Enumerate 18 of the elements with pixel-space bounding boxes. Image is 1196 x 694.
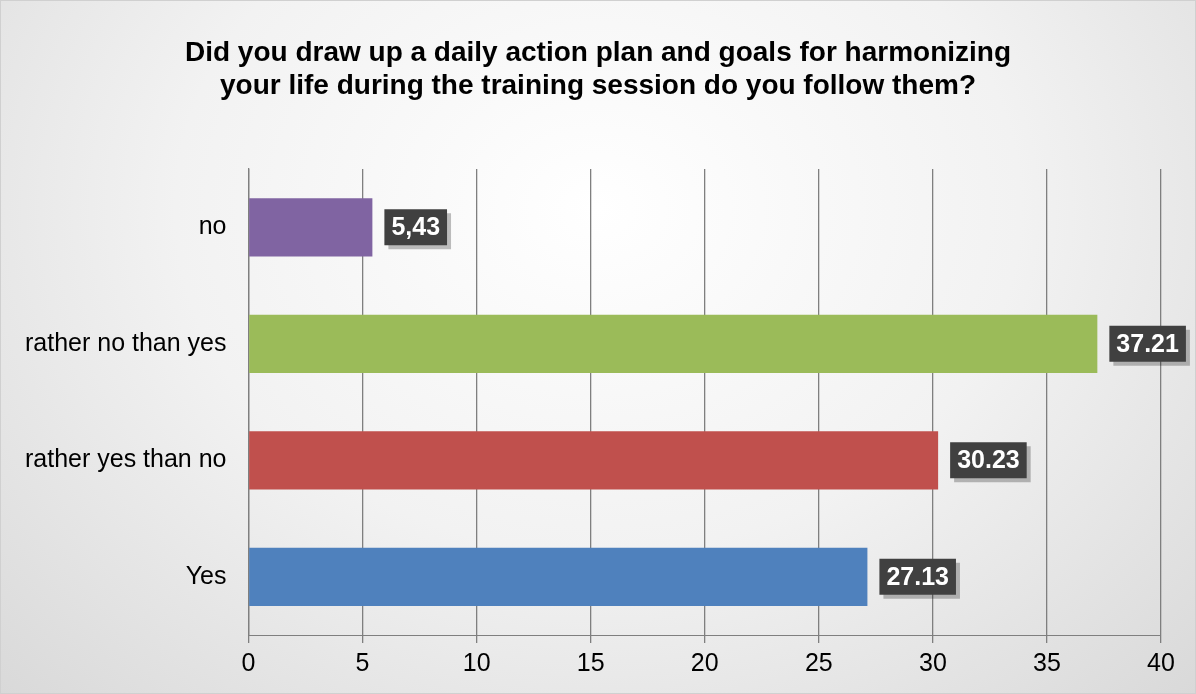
x-tick-label: 5 (355, 647, 370, 676)
y-tick-label: no (198, 211, 227, 240)
y-tick-label: rather yes than no (25, 444, 227, 473)
y-tick-label: rather no than yes (25, 327, 227, 356)
x-tick-label: 30 (918, 647, 947, 676)
x-tick-label: 10 (462, 647, 491, 676)
chart-title: Did you draw up a daily action plan and goals for harmonizing your life during the training session do you follow them? (183, 35, 1013, 101)
data-label: 5,43 (391, 212, 441, 241)
x-tick-label: 0 (241, 647, 256, 676)
data-label: 27.13 (886, 561, 949, 590)
y-tick-label: Yes (185, 560, 227, 589)
x-tick-label: 35 (1033, 647, 1061, 676)
x-tick-label: 40 (1147, 647, 1175, 676)
x-tick-label: 20 (690, 647, 719, 676)
x-tick-label: 15 (576, 647, 605, 676)
x-tick-label: 25 (804, 647, 833, 676)
data-label: 37.21 (1116, 328, 1180, 357)
data-label: 30.23 (957, 445, 1020, 474)
